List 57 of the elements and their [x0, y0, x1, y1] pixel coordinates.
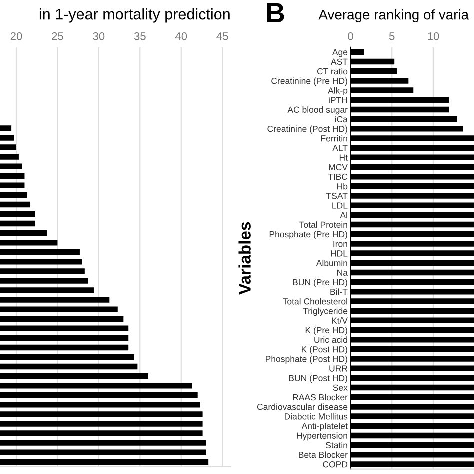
y-tick-label: Hypertension — [297, 432, 348, 441]
y-tick-label: K (Pre HD) — [306, 327, 348, 336]
x-tick-label: 10 — [428, 32, 440, 40]
y-tick-label: Ht — [340, 154, 348, 161]
y-tick-label: TIBC — [328, 174, 348, 180]
y-tick-label: AST — [330, 58, 348, 66]
y-tick-label: Hb — [338, 183, 348, 190]
y-tick-label: Diabetic Mellitus — [285, 413, 348, 420]
x-tick-label: 5 — [389, 32, 395, 40]
x-tick-label: 0 — [348, 32, 354, 40]
y-tick-label: BUN (Post HD) — [289, 375, 348, 384]
y-tick-label: Cardiovascular disease — [257, 404, 348, 410]
y-tick-label: CT ratio — [317, 68, 348, 75]
y-tick-label: Bil-T — [330, 288, 348, 296]
x-tick-label: 25 — [52, 32, 64, 40]
y-tick-label: RAAS Blocker — [293, 394, 348, 401]
y-tick-label: URR — [330, 366, 348, 372]
y-axis-title: Variables — [238, 222, 251, 295]
y-tick-label: Ferritin — [321, 135, 348, 142]
y-tick-label: Al — [340, 212, 348, 218]
y-tick-label: Kt/V — [332, 317, 348, 324]
y-tick-label: ALT — [332, 145, 348, 152]
x-tick-label: 30 — [93, 32, 105, 40]
y-tick-label: Total Cholesterol — [283, 298, 348, 305]
y-tick-label: MCV — [329, 164, 348, 171]
y-tick-label: LDL — [332, 202, 348, 209]
y-tick-label: Alk-p — [328, 87, 348, 96]
y-tick-label: K (Post HD) — [302, 346, 348, 354]
text: B — [267, 3, 284, 22]
y-tick-label: COPD — [323, 462, 348, 468]
y-tick-label: Uric acid — [314, 336, 348, 344]
y-tick-label: HDL — [331, 250, 348, 257]
y-tick-label: Sex — [333, 384, 348, 392]
y-tick-label: AC blood sugar — [288, 106, 348, 115]
y-tick-label: iCa — [335, 116, 348, 123]
chart-title: in 1-year mortality prediction — [40, 8, 230, 23]
y-tick-label: iPTH — [329, 96, 348, 104]
x-tick-label: 40 — [175, 32, 188, 40]
y-tick-label: Statin — [326, 442, 348, 449]
y-tick-label: Total Protein — [300, 222, 348, 228]
chart-title: Average ranking of varia — [318, 10, 470, 23]
y-tick-label: Triglyceride — [303, 308, 348, 316]
y-tick-label: Na — [338, 270, 348, 276]
x-tick-label: 45 — [216, 32, 228, 40]
x-tick-label: 35 — [134, 32, 146, 40]
y-tick-label: Phosphate (Post HD) — [266, 356, 348, 364]
y-tick-label: Beta Blocker — [299, 452, 348, 458]
y-tick-label: Albumin — [316, 260, 348, 266]
y-tick-label: Phosphate (Pre HD) — [270, 231, 348, 240]
y-tick-label: Anti-platelet — [302, 422, 348, 432]
y-tick-label: Creatinine (Pre HD) — [272, 78, 348, 86]
y-tick-label: BUN (Pre HD) — [293, 279, 348, 288]
y-tick-label: Age — [332, 49, 348, 58]
y-tick-label: Iron — [334, 241, 348, 248]
x-tick-label: 20 — [10, 32, 22, 40]
y-tick-label: TSAT — [326, 193, 348, 200]
y-tick-label: Creatinine (Post HD) — [268, 126, 348, 134]
